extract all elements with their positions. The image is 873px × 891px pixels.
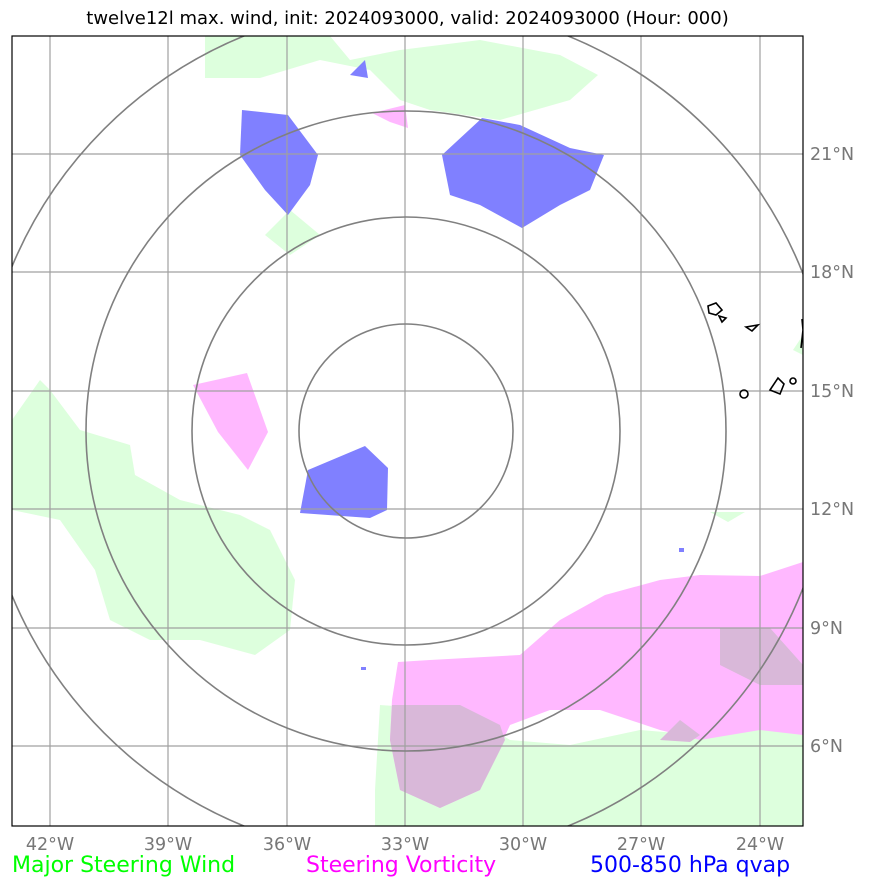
- lon-tick-label: 36°W: [263, 835, 311, 855]
- map-title: twelve12l max. wind, init: 2024093000, v…: [86, 8, 729, 29]
- map-layers: [12, 36, 803, 826]
- lat-tick-labels: 21°N 18°N 15°N 12°N 9°N 6°N: [810, 145, 854, 757]
- qvap-dot-south: [361, 667, 366, 670]
- range-rings: [12, 36, 803, 826]
- lat-tick-label: 6°N: [810, 737, 843, 757]
- overlap-south: [390, 705, 505, 808]
- coastlines: [707, 302, 803, 399]
- lon-tick-labels: 42°W 39°W 36°W 33°W 30°W 27°W 24°W: [26, 835, 784, 855]
- island-sao-nicolau: [743, 323, 761, 333]
- island-brava: [739, 389, 749, 399]
- gridlines: [12, 36, 803, 826]
- lat-tick-label: 12°N: [810, 500, 854, 520]
- qvap-area-north-small: [350, 60, 368, 78]
- lat-tick-label: 9°N: [810, 619, 843, 639]
- wind-area-east-edge: [793, 335, 803, 355]
- qvap-area-center: [300, 446, 388, 518]
- lon-tick-label: 27°W: [617, 835, 665, 855]
- lon-tick-label: 30°W: [499, 835, 547, 855]
- island-santiago: [789, 377, 797, 385]
- lon-tick-label: 42°W: [26, 835, 74, 855]
- island-sal: [800, 318, 803, 349]
- overlap-east: [720, 628, 803, 685]
- lat-tick-label: 21°N: [810, 145, 854, 165]
- range-ring-1: [298, 323, 514, 539]
- lon-tick-label: 33°W: [381, 835, 429, 855]
- wind-area-west: [12, 380, 295, 655]
- qvap-area-northwest: [240, 110, 318, 215]
- island-santo-antao: [707, 302, 724, 316]
- lat-tick-label: 15°N: [810, 382, 854, 402]
- plot-frame: [11, 35, 804, 827]
- legend-steering-wind: Major Steering Wind: [12, 853, 236, 878]
- legend-steering-vorticity: Steering Vorticity: [306, 853, 497, 878]
- island-sao-vicente: [717, 314, 728, 324]
- range-ring-2: [191, 216, 621, 646]
- island-fogo: [768, 376, 785, 396]
- overlap-southeast: [660, 720, 700, 742]
- overlap-areas: [390, 628, 803, 808]
- lon-tick-label: 39°W: [144, 835, 192, 855]
- legend-qvap: 500-850 hPa qvap: [590, 853, 791, 878]
- vorticity-area-west: [193, 373, 268, 470]
- wind-area-east-small: [710, 512, 745, 522]
- wind-area-small: [265, 210, 320, 255]
- lat-tick-label: 18°N: [810, 263, 854, 283]
- lon-tick-label: 24°W: [736, 835, 784, 855]
- wind-area-north: [205, 36, 598, 120]
- qvap-dot-east: [679, 548, 684, 552]
- range-ring-3: [85, 110, 727, 752]
